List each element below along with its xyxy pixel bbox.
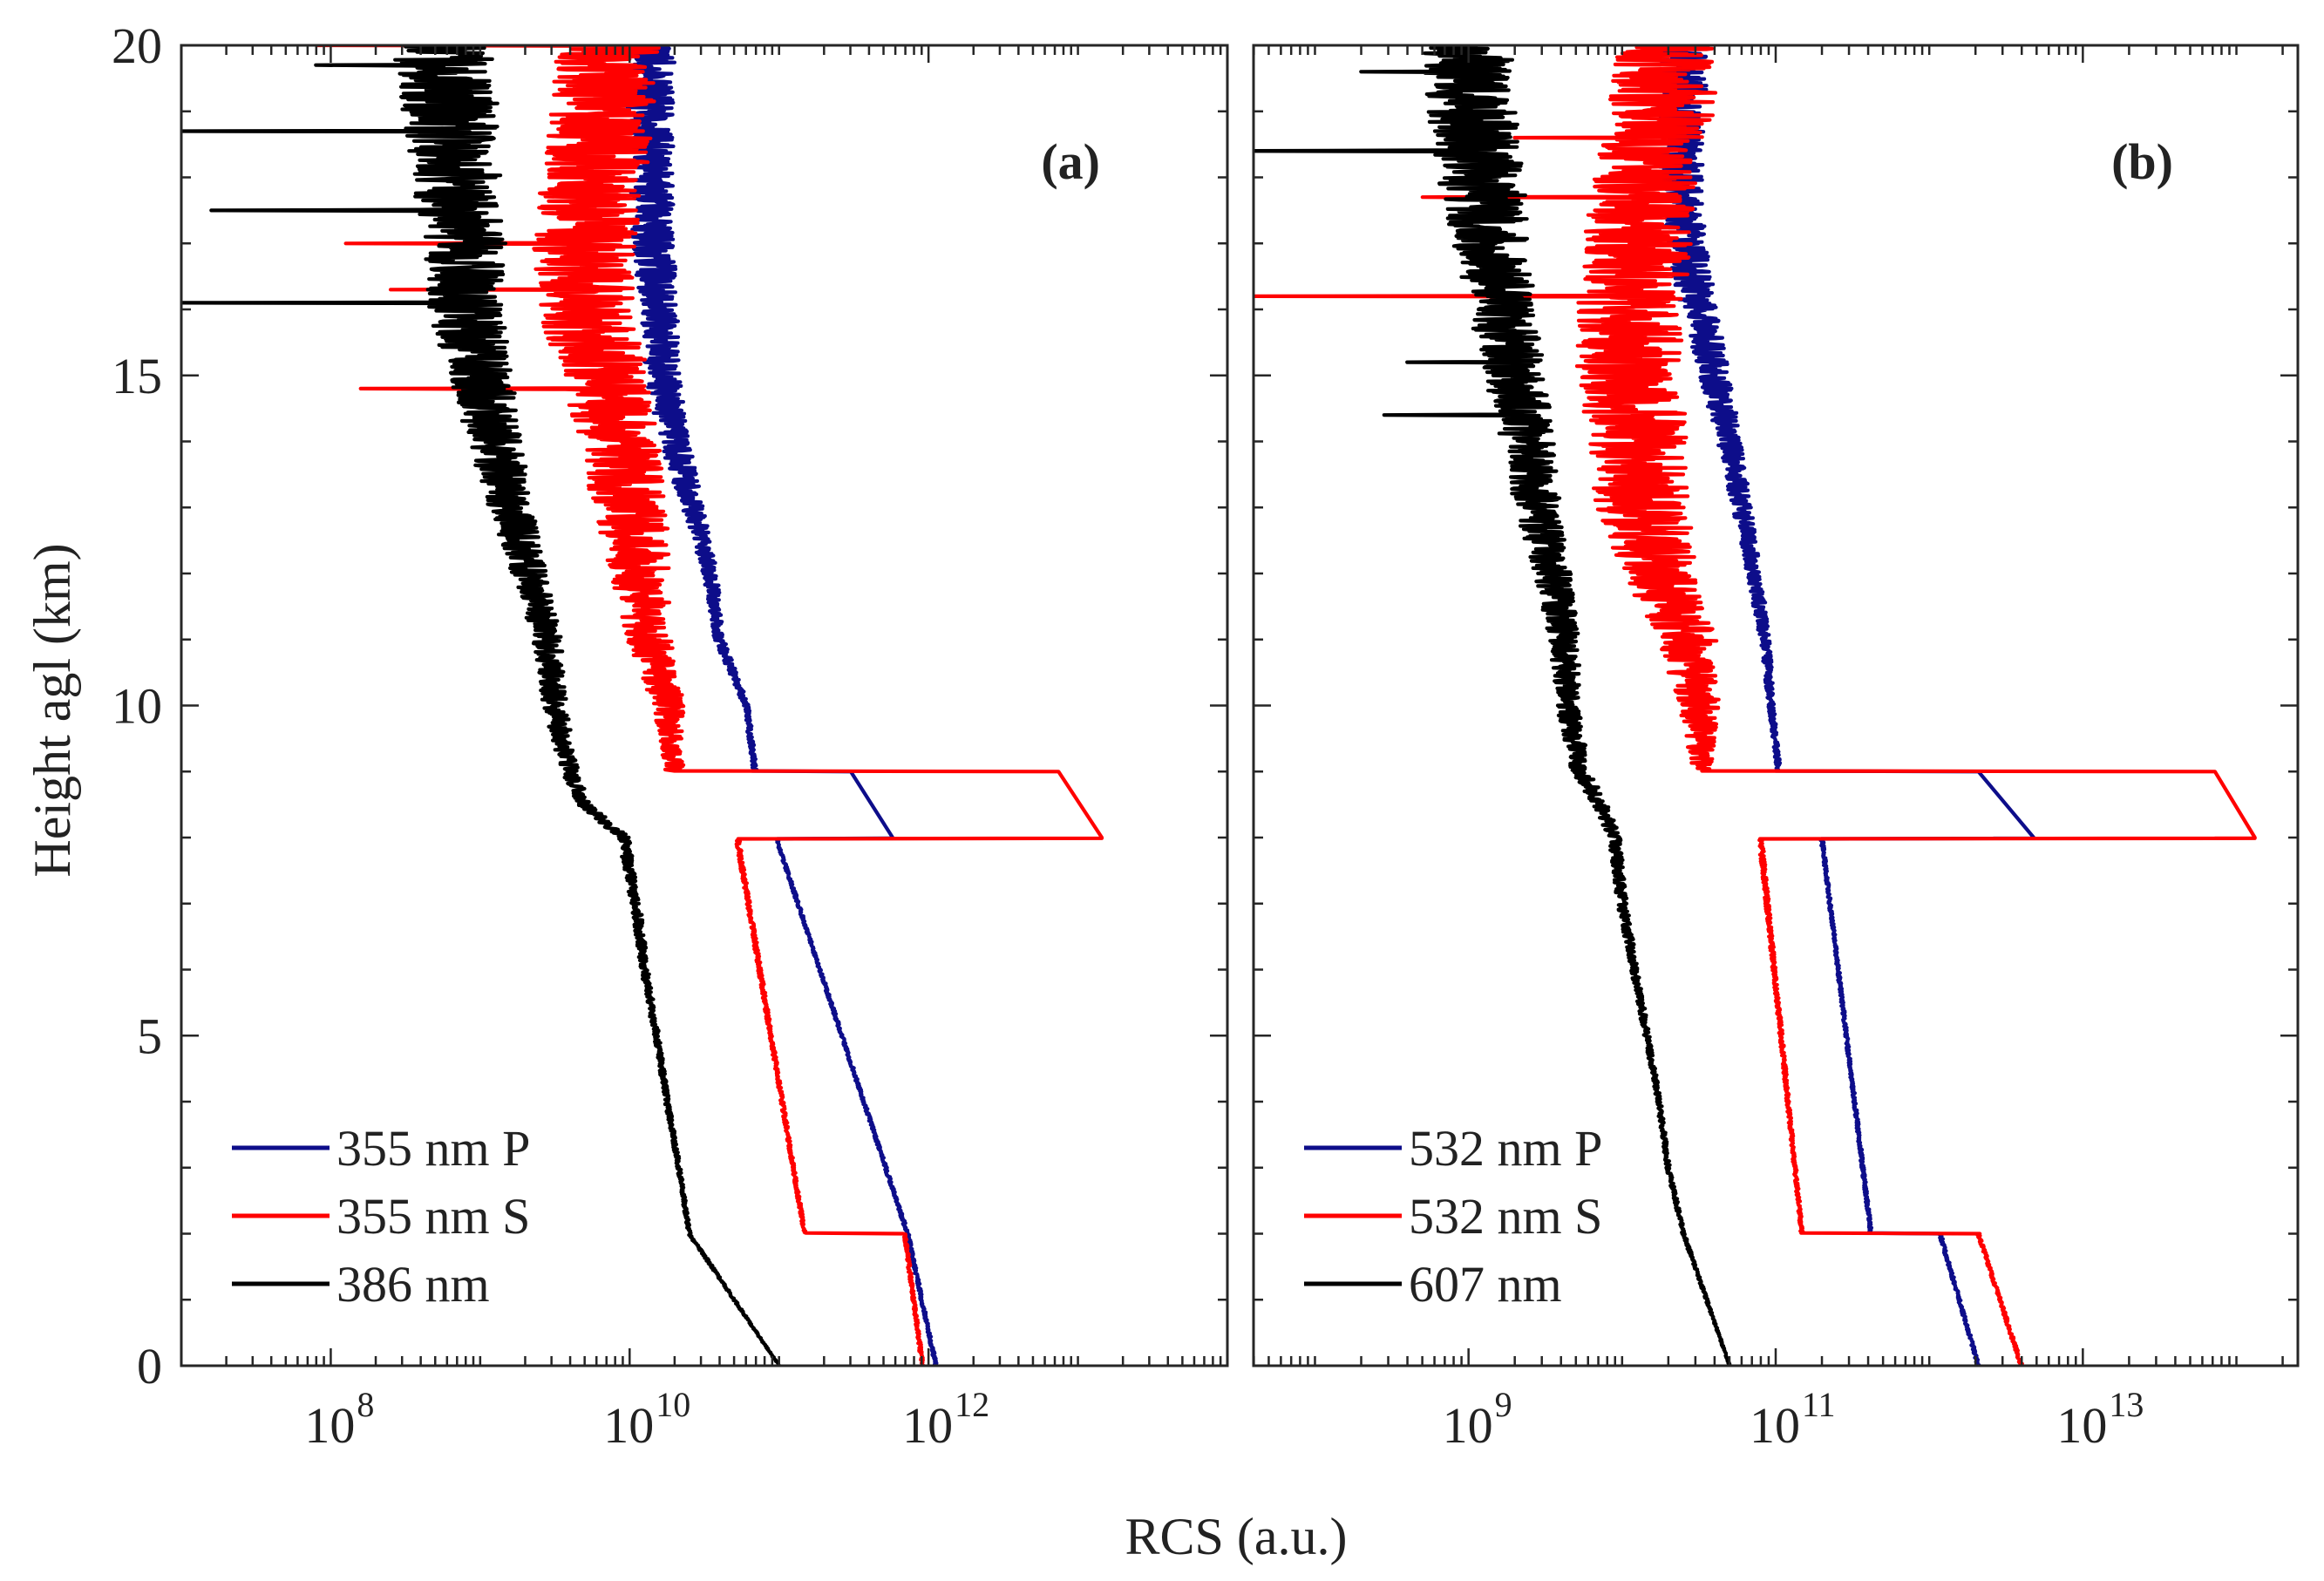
y-tick-label: 0: [137, 1338, 162, 1394]
y-tick-label: 15: [112, 348, 162, 404]
x-ticks-b: [1253, 45, 2284, 1366]
x-tick-label: 10: [1750, 1397, 1800, 1454]
series-line-355-nm-s: [316, 45, 1104, 1366]
legend-label: 532 nm P: [1409, 1120, 1602, 1177]
x-tick-exponent: 10: [656, 1385, 690, 1424]
series-lines-a: [181, 45, 1104, 1366]
x-tick-exponent: 9: [1495, 1385, 1512, 1424]
x-tick-exponent: 12: [955, 1385, 989, 1424]
legend-label: 607 nm: [1409, 1256, 1562, 1313]
y-ticks-b: [1254, 44, 2298, 1367]
panel-label-a: (a): [1041, 133, 1100, 190]
series-line-607-nm: [1254, 45, 1732, 1366]
legend-label: 355 nm S: [336, 1188, 530, 1245]
panel-label-b: (b): [2111, 133, 2173, 190]
x-ticks-a: [180, 45, 1229, 1366]
x-tick-labels-a: 10 8 10 10 10 12: [304, 1385, 989, 1454]
y-tick-label: 10: [112, 678, 162, 735]
legend-label: 355 nm P: [336, 1120, 530, 1177]
legend-label: 386 nm: [336, 1256, 490, 1313]
series-line-355-nm-p: [625, 45, 939, 1366]
x-tick-exponent: 11: [1802, 1385, 1836, 1424]
y-tick-labels-a: 0 5 10 15 20: [112, 17, 162, 1394]
plot-area-a: [180, 44, 1229, 1367]
x-tick-label: 10: [603, 1397, 654, 1454]
x-tick-label: 10: [1443, 1397, 1493, 1454]
series-line-386-nm: [181, 45, 781, 1366]
x-tick-exponent: 13: [2109, 1385, 2144, 1424]
x-tick-exponent: 8: [357, 1385, 374, 1424]
x-tick-label: 10: [2056, 1397, 2107, 1454]
legend-a: 355 nm P 355 nm S 386 nm: [232, 1120, 530, 1313]
plot-area-b: [1252, 44, 2300, 1367]
x-tick-label: 10: [304, 1397, 355, 1454]
legend-label: 532 nm S: [1409, 1188, 1602, 1245]
series-lines-b: [1254, 45, 2257, 1366]
legend-b: 532 nm P 532 nm S 607 nm: [1304, 1120, 1602, 1313]
x-tick-labels-b: 10 9 10 11 10 13: [1443, 1385, 2144, 1454]
x-axis-label: RCS (a.u.): [1125, 1508, 1348, 1565]
y-axis-label: Height agl (km): [24, 543, 81, 877]
series-line-532-nm-s: [1254, 45, 2257, 1366]
y-tick-label: 5: [137, 1008, 162, 1064]
y-ticks-a: [181, 44, 1227, 1367]
y-tick-label: 20: [112, 17, 162, 74]
x-tick-label: 10: [902, 1397, 953, 1454]
